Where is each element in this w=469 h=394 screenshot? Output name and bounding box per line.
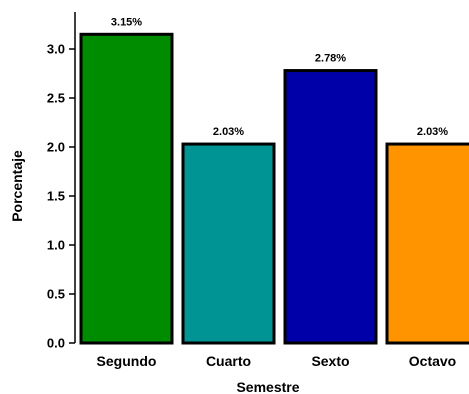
x-tick-label-sexto: Sexto: [311, 353, 349, 369]
x-tick-label-octavo: Octavo: [409, 353, 456, 369]
bar-octavo: [385, 142, 469, 345]
y-tick-label: 2.0: [47, 140, 65, 155]
bars-layer: [79, 32, 469, 345]
y-tick-label: 1.0: [47, 238, 65, 253]
value-label-segundo: 3.15%: [111, 16, 142, 28]
y-tick-label: 1.5: [47, 189, 65, 204]
y-tick-label: 2.5: [47, 91, 65, 106]
y-tick-label: 0.5: [47, 287, 65, 302]
y-tick-label: 3.0: [47, 42, 65, 57]
value-labels: 3.15% 2.03% 2.78% 2.03%: [111, 16, 448, 138]
value-label-sexto: 2.78%: [315, 53, 346, 65]
y-axis-title: Porcentaje: [9, 150, 25, 222]
y-ticks: 0.0 0.5 1.0 1.5 2.0 2.5 3.0: [47, 42, 75, 351]
x-axis-title: Semestre: [236, 379, 299, 394]
value-label-octavo: 2.03%: [417, 126, 448, 138]
x-tick-labels: Segundo Cuarto Sexto Octavo: [97, 353, 457, 369]
x-tick-label-cuarto: Cuarto: [206, 353, 251, 369]
y-tick-label: 0.0: [47, 336, 65, 351]
value-label-cuarto: 2.03%: [213, 126, 244, 138]
x-tick-label-segundo: Segundo: [97, 353, 157, 369]
bar-sexto: [283, 69, 378, 345]
bar-segundo: [79, 32, 174, 345]
bar-cuarto: [181, 142, 276, 345]
